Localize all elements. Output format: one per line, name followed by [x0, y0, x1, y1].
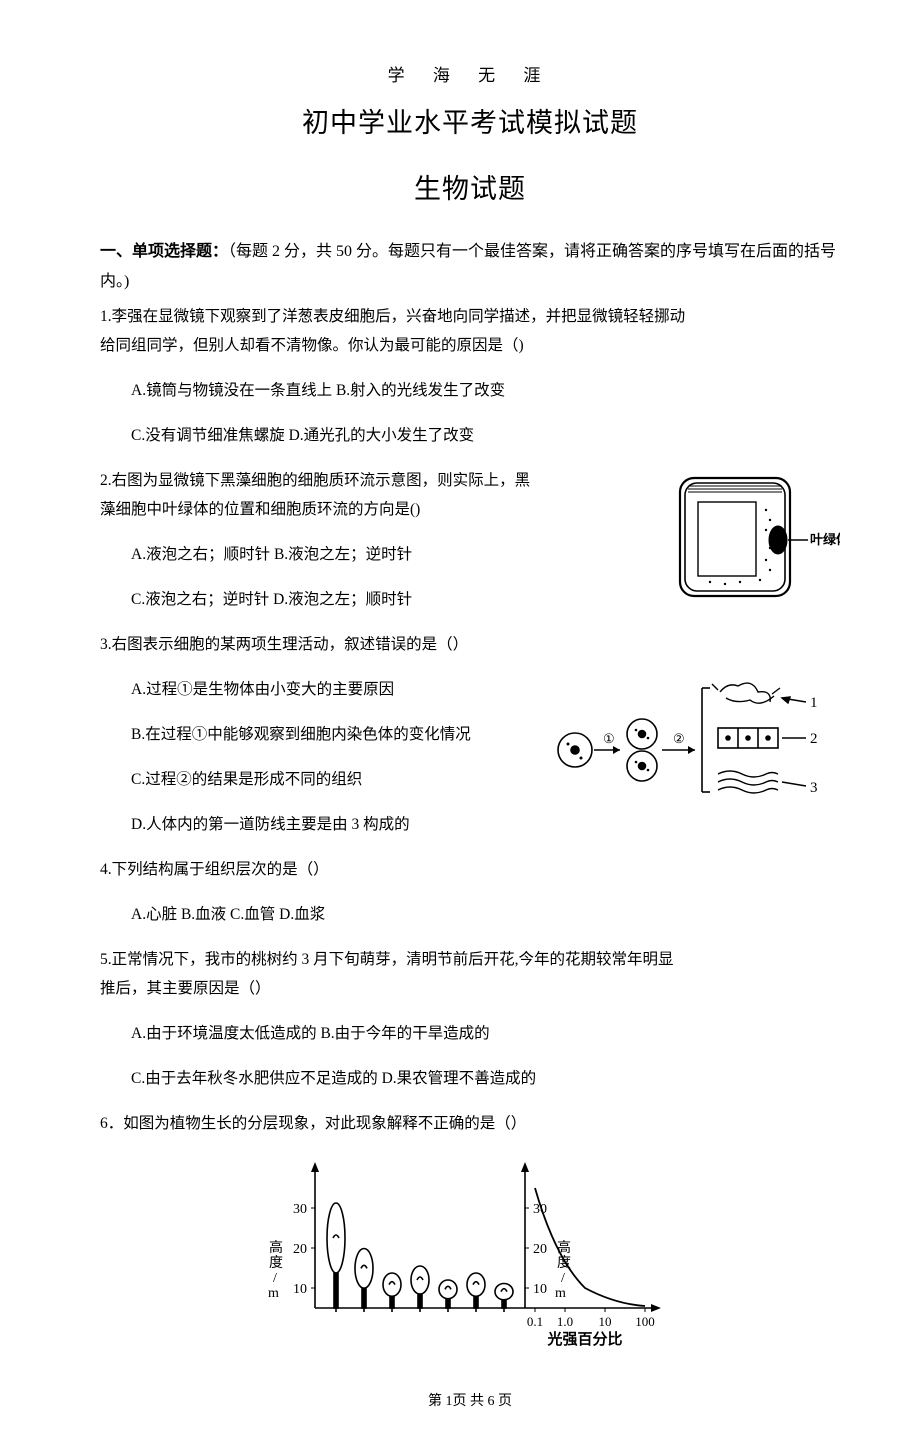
svg-text:度: 度: [269, 1255, 283, 1271]
subtitle: 生物试题: [100, 164, 840, 215]
q3-tissue1-label: 1: [810, 695, 818, 711]
section-heading-bold: 一、单项选择题：: [100, 243, 228, 260]
q5-stem-line1: 5.正常情况下，我市的桃树约 3 月下旬萌芽，清明节前后开花,今年的花期较常年明…: [100, 945, 840, 974]
pretitle: 学 海 无 涯: [100, 60, 840, 92]
q2-figure: 叶绿体: [670, 470, 840, 620]
q1-options-cd: C.没有调节细准焦螺旋 D.通光孔的大小发生了改变: [100, 421, 840, 450]
cell-process-diagram: ① ② 1: [550, 670, 840, 800]
q4-stem: 4.下列结构属于组织层次的是（）: [100, 855, 840, 884]
svg-text:/: /: [273, 1271, 277, 1286]
cell-flow-diagram: 叶绿体: [670, 470, 840, 610]
q3-option-d: D.人体内的第一道防线主要是由 3 构成的: [100, 810, 840, 839]
svg-text:高: 高: [557, 1239, 571, 1256]
q6-rtick-10: 10: [533, 1282, 547, 1297]
chloroplast-label: 叶绿体: [810, 532, 840, 547]
q6-left-ylabel-1: 高: [269, 1239, 283, 1256]
svg-text:m: m: [555, 1286, 566, 1301]
q6-xlabel: 光强百分比: [546, 1330, 622, 1348]
q5-options-ab: A.由于环境温度太低造成的 B.由于今年的干旱造成的: [100, 1019, 840, 1048]
q3-arrow2-label: ②: [673, 731, 685, 746]
q3-tissue3-label: 3: [810, 780, 818, 796]
svg-text:/: /: [561, 1271, 565, 1286]
q1-stem-line2: 给同组同学，但别人却看不清物像。你认为最可能的原因是（): [100, 331, 840, 360]
q6-rtick-20: 20: [533, 1242, 547, 1257]
q6-xtick-2: 10: [599, 1314, 612, 1329]
q6-xtick-1: 1.0: [557, 1314, 573, 1329]
q6-xtick-3: 100: [635, 1314, 655, 1329]
q4-options: A.心脏 B.血液 C.血管 D.血浆: [100, 900, 840, 929]
q5-stem-line2: 推后，其主要原因是（）: [100, 974, 840, 1003]
svg-text:20: 20: [293, 1242, 307, 1257]
plant-layer-chart: 10 20 30 高 度 / m 10 20 30 高 度 / m 0.1 1.…: [235, 1148, 705, 1348]
q6-chart: 10 20 30 高 度 / m 10 20 30 高 度 / m 0.1 1.…: [100, 1148, 840, 1358]
q6-stem: 6．如图为植物生长的分层现象，对此现象解释不正确的是（）: [100, 1109, 840, 1138]
page-footer: 第 1页 共 6 页: [100, 1389, 840, 1416]
q6-xtick-0: 0.1: [527, 1314, 543, 1329]
q3-arrow1-label: ①: [603, 731, 615, 746]
q5-options-cd: C.由于去年秋冬水肥供应不足造成的 D.果农管理不善造成的: [100, 1064, 840, 1093]
q3-stem: 3.右图表示细胞的某两项生理活动，叙述错误的是（）: [100, 630, 840, 659]
section-heading: 一、单项选择题：（每题 2 分，共 50 分。每题只有一个最佳答案，请将正确答案…: [100, 237, 840, 298]
svg-text:30: 30: [293, 1202, 307, 1217]
q1-stem-line1: 1.李强在显微镜下观察到了洋葱表皮细胞后，兴奋地向同学描述，并把显微镜轻轻挪动: [100, 302, 840, 331]
main-title: 初中学业水平考试模拟试题: [100, 98, 840, 149]
q3-figure: ① ② 1: [550, 670, 840, 810]
svg-text:10: 10: [293, 1282, 307, 1297]
q1-options-ab: A.镜筒与物镜没在一条直线上 B.射入的光线发生了改变: [100, 376, 840, 405]
svg-text:m: m: [268, 1286, 279, 1301]
q3-tissue2-label: 2: [810, 731, 818, 747]
